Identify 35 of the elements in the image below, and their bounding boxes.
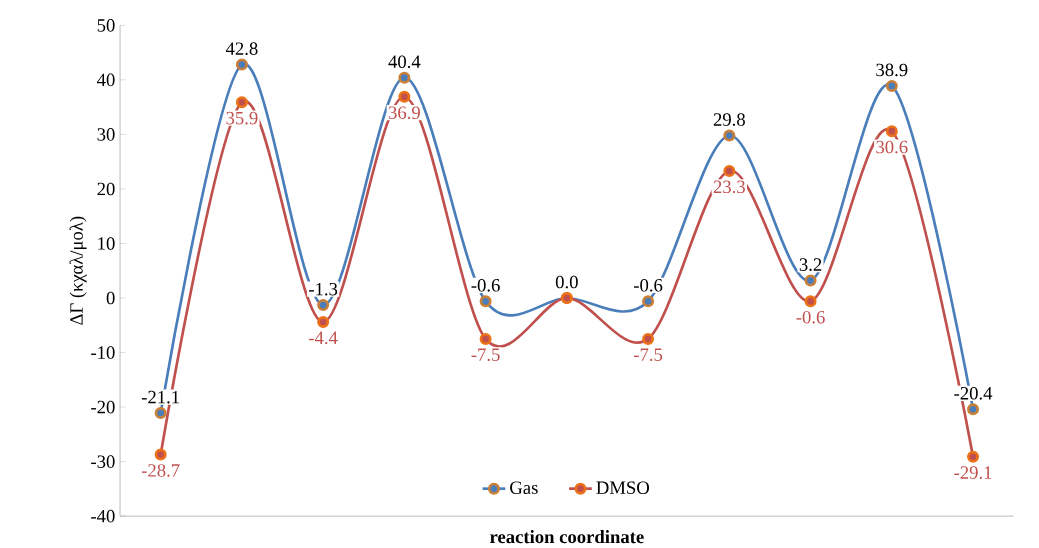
y-tick-label: 0 bbox=[106, 291, 115, 305]
data-label: -4.4 bbox=[309, 331, 338, 345]
y-tick-label: -40 bbox=[91, 510, 115, 523]
legend-label: Gas bbox=[510, 481, 538, 495]
data-label: 36.9 bbox=[388, 106, 420, 120]
y-tick-label: -10 bbox=[91, 346, 115, 360]
data-label: 23.3 bbox=[713, 180, 745, 194]
data-label: 30.6 bbox=[876, 140, 908, 154]
data-label: -0.6 bbox=[471, 279, 500, 292]
data-label: -0.6 bbox=[634, 279, 663, 292]
x-axis-title: reaction coordinate bbox=[490, 530, 644, 544]
data-label: 29.8 bbox=[713, 113, 745, 127]
data-label: -20.4 bbox=[954, 387, 993, 400]
y-tick-label: -30 bbox=[91, 455, 115, 469]
y-tick-label: 30 bbox=[97, 128, 115, 141]
data-label: 3.2 bbox=[799, 258, 822, 272]
data-label: -7.5 bbox=[471, 348, 500, 362]
data-label: -29.1 bbox=[954, 466, 992, 480]
data-label: -0.6 bbox=[796, 311, 825, 324]
y-axis-title: ΔΓ (κχαλ/μολ) bbox=[69, 216, 87, 326]
data-label: 40.4 bbox=[388, 55, 421, 69]
legend-label: DMSO bbox=[596, 481, 650, 495]
data-label: -1.3 bbox=[309, 283, 338, 296]
data-label: -21.1 bbox=[141, 391, 179, 404]
data-label: 0.0 bbox=[555, 275, 578, 289]
data-label: 35.9 bbox=[226, 112, 258, 125]
y-tick-label: 40 bbox=[97, 73, 115, 87]
y-tick-label: -20 bbox=[91, 400, 115, 414]
y-tick-label: 20 bbox=[97, 182, 115, 196]
y-tick-label: 50 bbox=[97, 19, 115, 32]
data-label: -28.7 bbox=[141, 464, 180, 478]
data-label: 38.9 bbox=[876, 63, 908, 77]
data-label: -7.5 bbox=[634, 348, 663, 362]
y-tick-label: 10 bbox=[98, 237, 115, 250]
data-label: 42.8 bbox=[225, 42, 258, 56]
